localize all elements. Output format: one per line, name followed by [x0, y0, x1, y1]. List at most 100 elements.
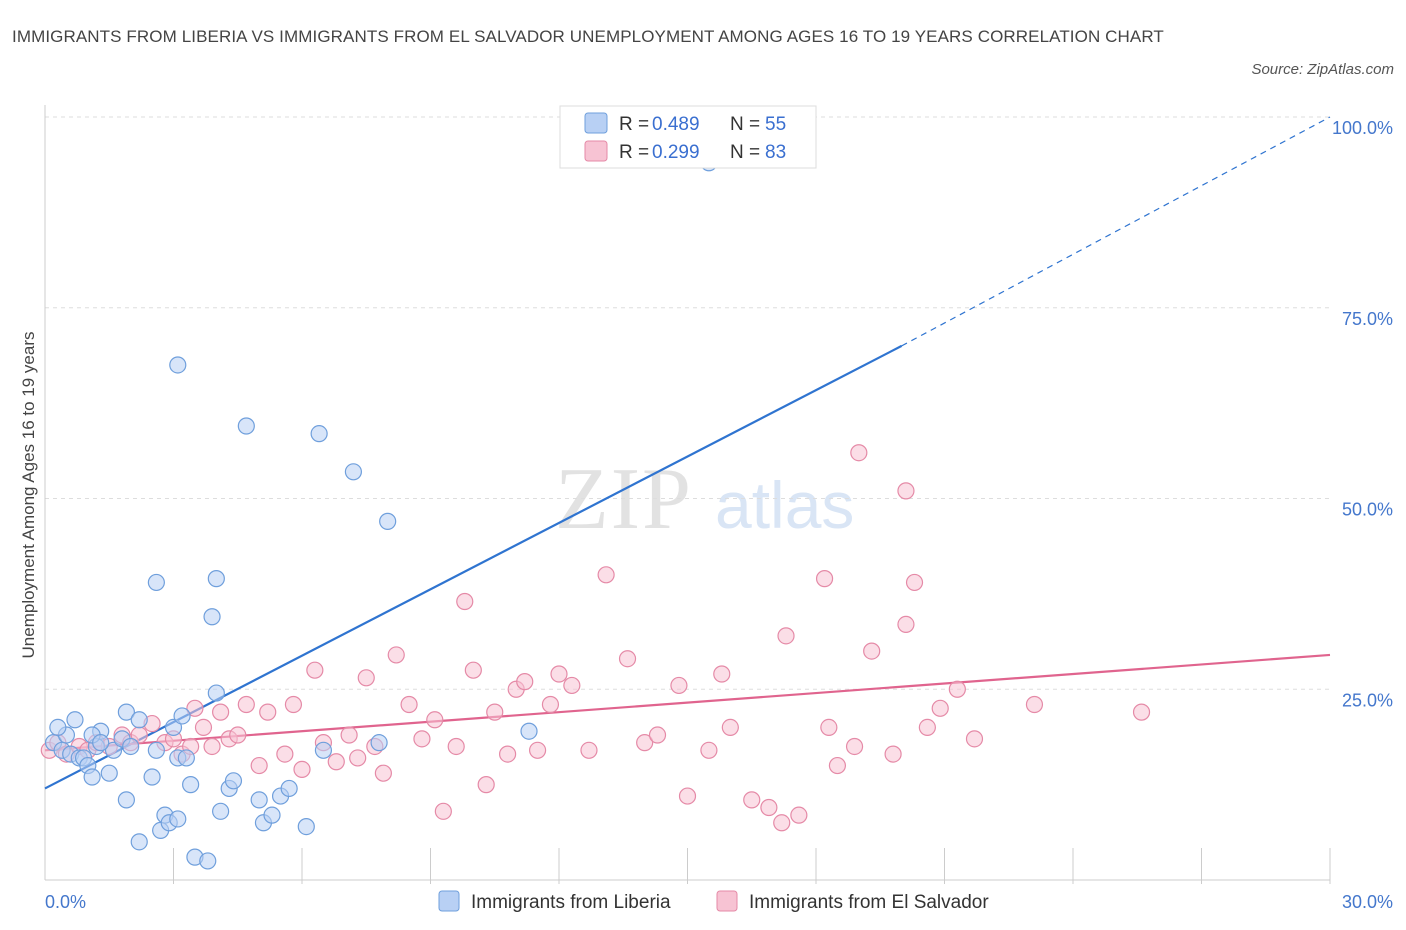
y-axis-label: Unemployment Among Ages 16 to 19 years [19, 332, 38, 659]
legend-n-value-1: 55 [765, 114, 786, 135]
data-point-blue-42 [147, 573, 165, 592]
data-point-blue-5 [49, 718, 67, 737]
data-point-pink-23 [259, 703, 277, 721]
chart-title: IMMIGRANTS FROM LIBERIA VS IMMIGRANTS FR… [12, 27, 1164, 46]
data-point-pink-71 [863, 642, 881, 660]
points-el-salvador [40, 444, 1151, 832]
data-point-blue-45 [263, 806, 281, 824]
data-point-pink-45 [499, 745, 517, 763]
data-point-blue-40 [207, 570, 225, 588]
data-point-pink-43 [477, 776, 495, 794]
trend-line-extension-blue [901, 116, 1331, 347]
data-point-pink-82 [897, 482, 915, 500]
legend-r-label-2: R = [619, 142, 649, 163]
data-point-blue-52 [344, 463, 362, 481]
y-tick-label-25: 25.0% [1342, 690, 1393, 710]
points-liberia [44, 154, 718, 870]
data-point-pink-72 [884, 745, 902, 763]
watermark-atlas: atlas [715, 468, 854, 542]
y-tick-label-50: 50.0% [1342, 500, 1393, 520]
data-point-blue-13 [104, 741, 123, 759]
legend-swatch-pink [584, 140, 608, 162]
data-point-pink-76 [931, 699, 949, 717]
legend-r-label-1: R = [619, 114, 649, 135]
data-point-blue-8 [66, 711, 84, 729]
data-point-pink-35 [387, 646, 405, 664]
data-point-blue-53 [379, 512, 397, 530]
data-point-pink-59 [700, 741, 718, 759]
data-point-pink-80 [1132, 703, 1151, 721]
data-point-pink-47 [516, 673, 534, 691]
data-point-blue-12 [100, 764, 118, 782]
data-point-pink-69 [828, 756, 847, 775]
data-point-blue-30 [169, 810, 187, 828]
data-point-blue-54 [520, 722, 538, 740]
data-point-pink-34 [374, 764, 392, 782]
data-point-pink-27 [306, 661, 324, 679]
data-point-blue-18 [130, 711, 148, 729]
data-point-pink-48 [528, 741, 547, 759]
data-point-blue-55 [370, 734, 388, 752]
data-point-blue-22 [147, 741, 165, 759]
data-point-pink-37 [413, 730, 431, 748]
data-point-pink-22 [250, 756, 268, 775]
data-point-pink-24 [276, 745, 294, 763]
data-point-blue-27 [164, 718, 183, 737]
data-point-blue-47 [280, 779, 298, 798]
data-point-pink-74 [905, 573, 924, 592]
data-point-pink-26 [293, 760, 311, 778]
data-point-pink-18 [212, 703, 230, 721]
data-point-blue-19 [92, 734, 110, 752]
data-point-pink-44 [486, 703, 504, 721]
bottom-legend-label-el-salvador: Immigrants from El Salvador [749, 892, 989, 913]
bottom-legend-swatch-el-salvador [716, 890, 738, 912]
data-point-pink-56 [648, 726, 667, 744]
legend-n-value-2: 83 [765, 142, 786, 163]
data-point-blue-21 [143, 768, 161, 786]
data-point-pink-51 [563, 676, 581, 695]
data-point-pink-30 [340, 726, 358, 744]
data-point-pink-29 [327, 753, 345, 771]
data-point-blue-41 [203, 608, 221, 626]
data-point-pink-17 [203, 737, 221, 756]
legend-r-value-2: 0.299 [652, 142, 700, 163]
data-point-pink-15 [186, 699, 204, 717]
data-point-pink-61 [721, 718, 739, 737]
data-point-pink-53 [597, 566, 615, 584]
data-point-pink-66 [777, 627, 795, 645]
data-point-blue-37 [212, 802, 230, 820]
axis-ticks: 25.0% 50.0% 75.0% 100.0% 0.0% 30.0% [45, 118, 1393, 912]
series-legend: Immigrants from Liberia Immigrants from … [438, 890, 989, 913]
data-point-pink-32 [357, 669, 375, 687]
data-point-pink-31 [349, 749, 367, 767]
data-point-blue-26 [130, 833, 148, 851]
data-point-blue-34 [169, 356, 187, 374]
legend-n-label-2: N = [730, 142, 760, 163]
data-point-pink-57 [670, 676, 688, 695]
data-point-pink-62 [743, 791, 761, 809]
data-point-pink-50 [550, 665, 568, 683]
data-point-blue-31 [182, 776, 200, 794]
data-point-pink-25 [284, 695, 303, 714]
data-point-pink-63 [760, 798, 778, 817]
data-point-pink-75 [918, 718, 936, 737]
data-point-pink-73 [897, 615, 915, 633]
data-point-blue-39 [224, 772, 243, 790]
data-point-blue-36 [207, 684, 225, 702]
data-point-pink-39 [434, 802, 452, 820]
data-point-blue-48 [297, 817, 315, 836]
data-point-pink-42 [464, 661, 482, 679]
data-point-pink-16 [194, 718, 213, 737]
legend-n-label-1: N = [730, 114, 760, 135]
bottom-legend-label-liberia: Immigrants from Liberia [471, 892, 671, 913]
data-point-blue-51 [310, 425, 328, 443]
y-tick-label-100: 100.0% [1332, 118, 1393, 138]
source-label: Source: ZipAtlas.com [1251, 61, 1394, 78]
data-point-pink-21 [237, 695, 255, 714]
data-point-pink-78 [965, 730, 984, 748]
data-point-pink-20 [229, 726, 247, 744]
data-point-pink-49 [541, 695, 560, 714]
trend-line-pink [44, 653, 1331, 752]
x-tick-label-0: 0.0% [45, 892, 86, 912]
